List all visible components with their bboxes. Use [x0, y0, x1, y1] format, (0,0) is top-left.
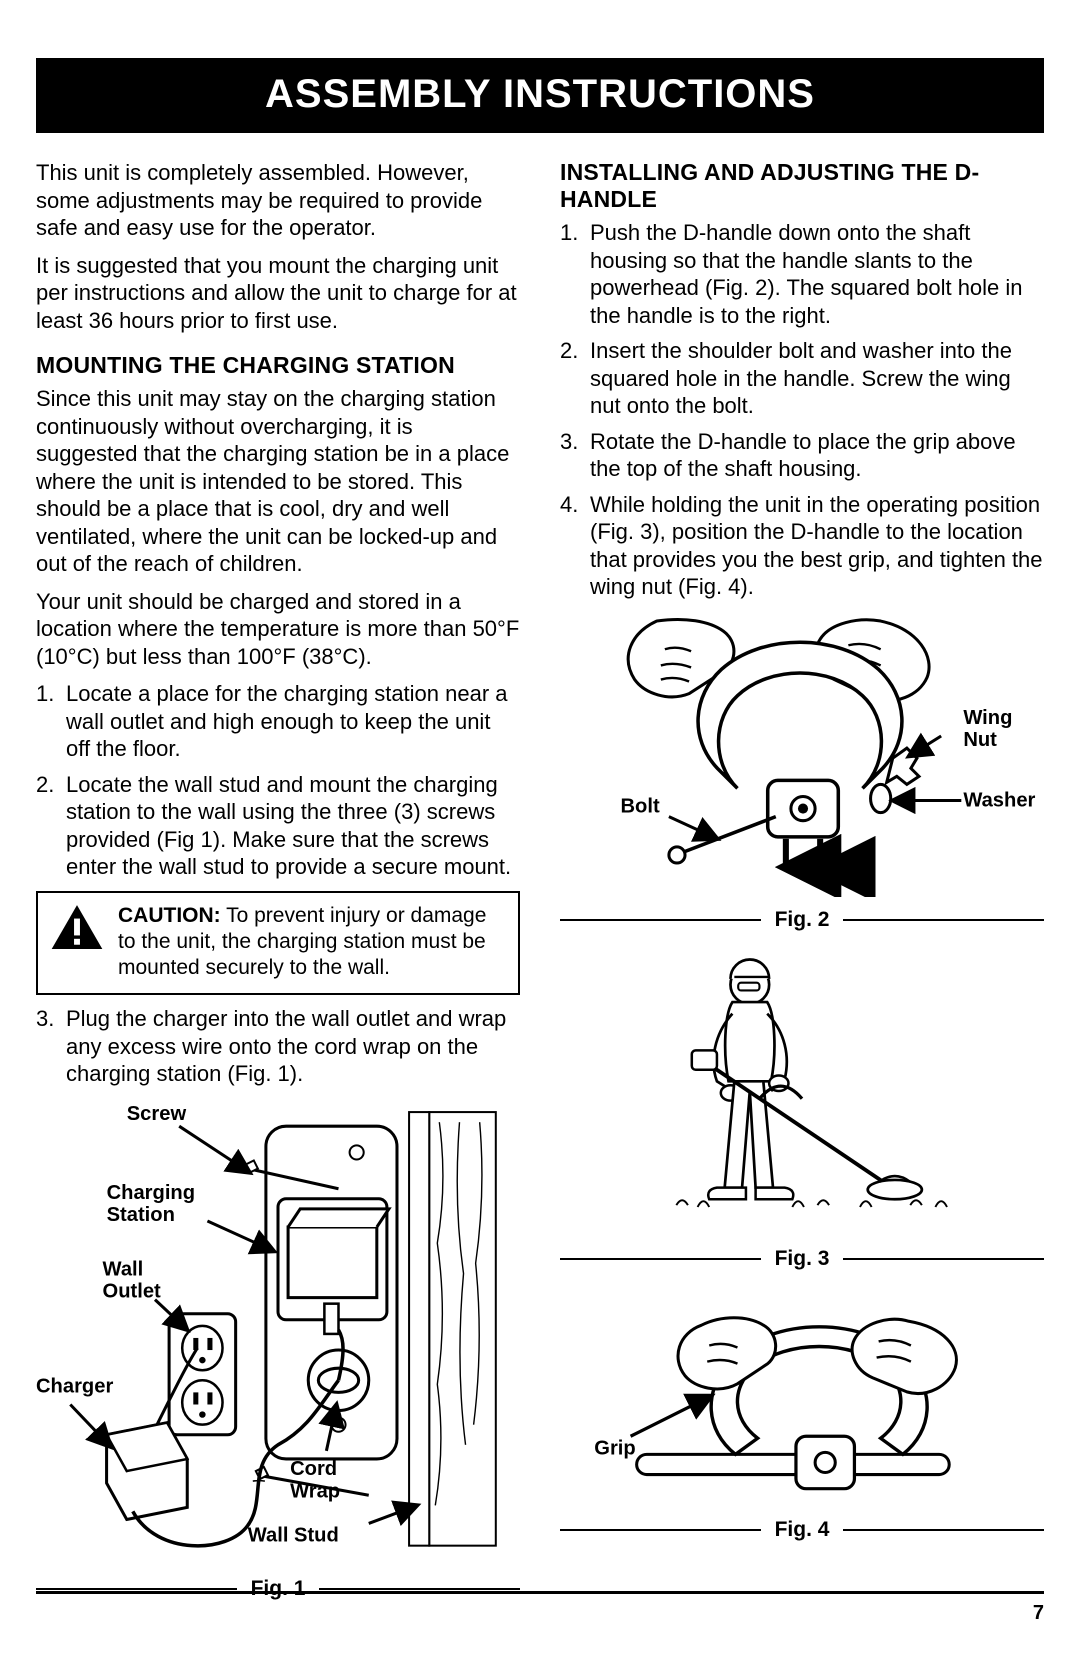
- mounting-step-2: Locate the wall stud and mount the charg…: [36, 771, 520, 881]
- page-title-bar: ASSEMBLY INSTRUCTIONS: [36, 58, 1044, 133]
- figure-1-illustration: Screw Charging Station Wall Outlet Charg…: [36, 1102, 520, 1566]
- page-footer: 7: [36, 1591, 1044, 1625]
- svg-text:Charger: Charger: [36, 1375, 113, 1397]
- svg-text:Station: Station: [107, 1204, 175, 1226]
- figure-4-illustration: Grip: [560, 1285, 1044, 1507]
- caution-lead: CAUTION:: [118, 904, 221, 927]
- svg-text:Bolt: Bolt: [621, 795, 660, 817]
- two-column-layout: This unit is completely assembled. Howev…: [36, 159, 1044, 1601]
- figure-2-rule: Fig. 2: [560, 908, 1044, 932]
- mounting-step-1: Locate a place for the charging station …: [36, 680, 520, 763]
- figure-4-rule: Fig. 4: [560, 1518, 1044, 1542]
- figure-2-illustration: Bolt Wing Nut Washer: [560, 615, 1044, 897]
- figure-1: Screw Charging Station Wall Outlet Charg…: [36, 1102, 520, 1601]
- dhandle-step-1: Push the D-handle down onto the shaft ho…: [560, 219, 1044, 329]
- caution-text: CAUTION: To prevent injury or damage to …: [118, 903, 506, 982]
- figure-3-rule: Fig. 3: [560, 1247, 1044, 1271]
- figure-3: Fig. 3: [560, 946, 1044, 1271]
- dhandle-step-2: Insert the shoulder bolt and washer into…: [560, 337, 1044, 420]
- figure-3-illustration: [560, 946, 1044, 1236]
- page-title: ASSEMBLY INSTRUCTIONS: [265, 72, 815, 116]
- svg-text:Washer: Washer: [963, 789, 1035, 811]
- figure-4: Grip Fig. 4: [560, 1285, 1044, 1542]
- svg-text:Nut: Nut: [963, 729, 997, 751]
- figure-3-label: Fig. 3: [775, 1247, 830, 1271]
- dhandle-step-4: While holding the unit in the operating …: [560, 491, 1044, 601]
- svg-text:Wall Stud: Wall Stud: [248, 1524, 339, 1546]
- fig1-label-screw: Screw: [127, 1103, 187, 1125]
- left-column: This unit is completely assembled. Howev…: [36, 159, 520, 1601]
- figure-2-label: Fig. 2: [775, 908, 830, 932]
- svg-text:Grip: Grip: [594, 1437, 635, 1459]
- heading-dhandle: INSTALLING AND ADJUSTING THE D-HANDLE: [560, 159, 1044, 213]
- svg-text:Wing: Wing: [963, 706, 1012, 728]
- caution-box: CAUTION: To prevent injury or damage to …: [36, 891, 520, 996]
- mounting-steps-a: Locate a place for the charging station …: [36, 680, 520, 881]
- figure-2: Bolt Wing Nut Washer Fig. 2: [560, 615, 1044, 932]
- dhandle-step-3: Rotate the D-handle to place the grip ab…: [560, 428, 1044, 483]
- svg-text:Wrap: Wrap: [290, 1480, 340, 1502]
- figure-4-label: Fig. 4: [775, 1518, 830, 1542]
- right-column: INSTALLING AND ADJUSTING THE D-HANDLE Pu…: [560, 159, 1044, 1601]
- dhandle-steps: Push the D-handle down onto the shaft ho…: [560, 219, 1044, 601]
- page-number: 7: [36, 1602, 1044, 1625]
- warning-triangle-icon: [50, 903, 104, 951]
- intro-paragraph-2: It is suggested that you mount the charg…: [36, 252, 520, 335]
- mounting-paragraph-1: Since this unit may stay on the charging…: [36, 385, 520, 578]
- mounting-paragraph-2: Your unit should be charged and stored i…: [36, 588, 520, 671]
- mounting-step-3: Plug the charger into the wall outlet an…: [36, 1005, 520, 1088]
- svg-text:Outlet: Outlet: [103, 1280, 162, 1302]
- mounting-steps-b: Plug the charger into the wall outlet an…: [36, 1005, 520, 1088]
- intro-paragraph-1: This unit is completely assembled. Howev…: [36, 159, 520, 242]
- svg-text:Charging: Charging: [107, 1182, 195, 1204]
- svg-text:Wall: Wall: [103, 1258, 144, 1280]
- heading-mounting: MOUNTING THE CHARGING STATION: [36, 352, 520, 379]
- svg-text:Cord: Cord: [290, 1458, 337, 1480]
